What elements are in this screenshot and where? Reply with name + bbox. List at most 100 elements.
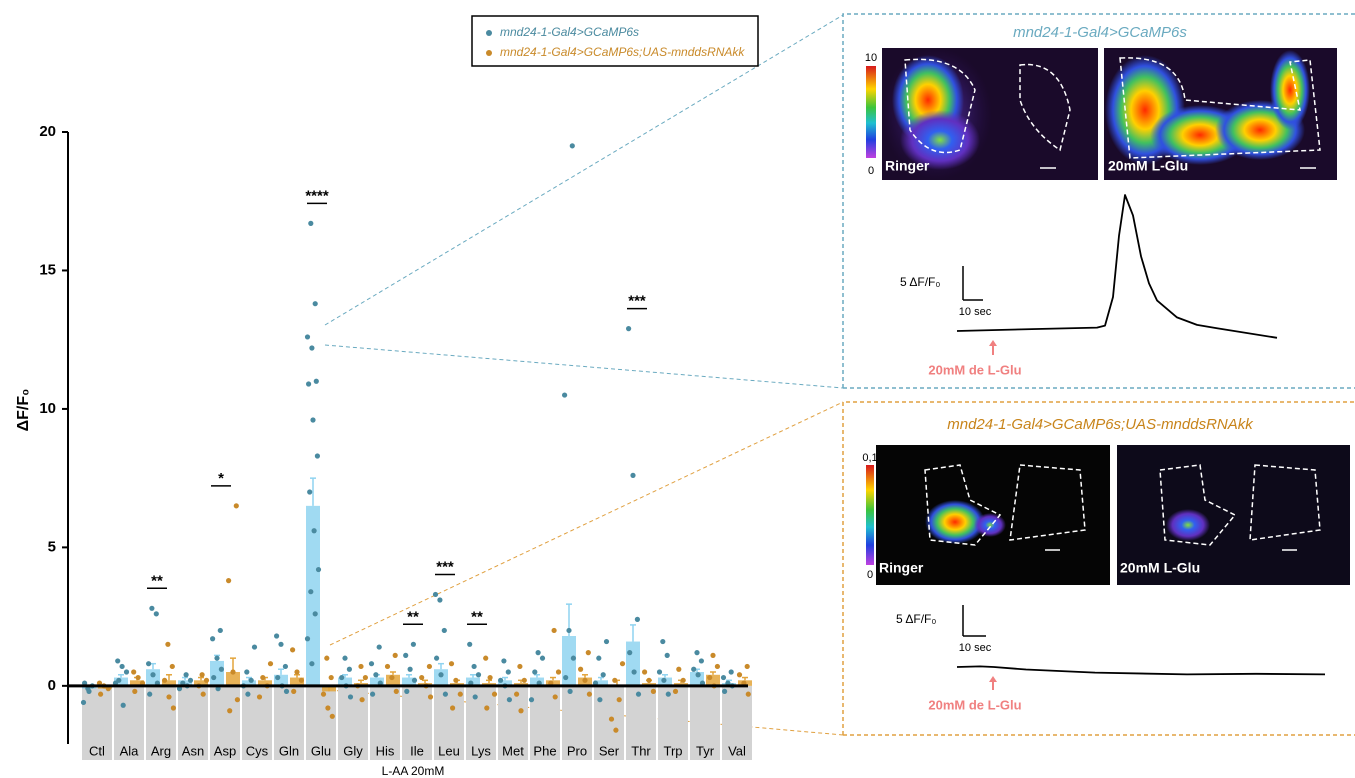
data-point [562,392,568,398]
data-point [505,669,511,675]
scale-x-label: 10 sec [959,306,992,318]
data-point [150,672,156,678]
significance-label: *** [436,558,454,575]
data-point [403,652,409,658]
images-top [866,48,1337,180]
data-point [566,627,572,634]
data-point [120,702,126,708]
data-point [218,666,224,672]
bar [242,680,256,686]
data-point [410,641,416,647]
data-point [306,381,312,387]
x-tick-label: Lys [471,743,491,758]
data-point [745,691,751,697]
x-axis-label: L-AA 20mM [382,764,445,778]
data-point [328,674,334,681]
bar [274,674,288,686]
data-point [359,697,365,703]
data-point [626,326,632,332]
data-point [680,677,686,683]
bar [130,680,144,686]
data-point [664,652,670,658]
data-point [86,688,92,694]
data-point [309,661,315,667]
category-band [690,685,720,760]
category-band [274,685,304,760]
data-point [660,638,666,645]
data-point [676,666,682,672]
data-point [514,691,520,697]
stimulus-arrowhead [989,676,997,682]
data-point [187,677,194,683]
data-point [267,661,274,667]
data-point [217,627,223,634]
data-point [248,677,254,683]
x-tick-label: Tyr [696,743,715,758]
x-tick-label: His [376,743,395,758]
category-band [306,685,336,760]
data-point [484,705,490,711]
data-point [149,605,155,611]
bar [338,677,352,686]
category-band [242,685,272,760]
data-point [211,674,217,681]
data-point [256,694,263,700]
data-point [310,417,316,423]
bar [226,672,240,686]
data-point [501,658,507,664]
data-point [448,661,455,667]
data-point [347,694,354,700]
data-point [646,677,652,683]
data-point [438,672,444,678]
data-point [552,694,558,700]
data-point [368,661,375,667]
data-point [282,663,288,670]
data-point [506,697,512,703]
data-point [691,666,697,672]
data-point [582,677,588,683]
data-point [442,691,448,697]
data-point [528,697,535,703]
panel-title: mnd24-1-Gal4>GCaMP6s;UAS-mnddsRNAkk [947,416,1254,433]
category-band [210,685,240,760]
data-point [569,143,575,149]
x-tick-label: Gly [343,743,363,758]
x-tick-label: Val [728,743,746,758]
x-tick-label: Ser [599,743,620,758]
data-point [392,652,398,658]
data-point [707,674,713,681]
x-tick-label: Gln [279,743,299,758]
data-point [233,503,239,509]
stimulus-label: 20mM de L-Glu [928,697,1021,712]
data-point [210,636,216,642]
legend-label: mnd24-1-Gal4>GCaMP6s;UAS-mnddsRNAkk [500,45,745,59]
data-point [307,489,313,495]
data-point [600,672,606,678]
colorbar-min: 0 [867,569,873,581]
data-point [714,663,721,670]
panel-title: mnd24-1-Gal4>GCaMP6s [1013,24,1187,41]
data-point [603,638,610,645]
category-band [466,685,496,760]
data-point [585,650,591,656]
data-point [586,691,593,697]
data-point [457,691,463,697]
data-point [521,677,527,683]
data-point [450,705,456,711]
data-point [203,677,210,683]
bar [402,677,416,686]
category-band [434,685,464,760]
category-band [498,685,528,760]
data-point [441,627,447,634]
data-point [304,334,311,340]
data-point [146,661,152,667]
bar [370,677,384,686]
significance-label: *** [628,293,646,310]
bar [626,641,640,686]
data-point [471,663,477,670]
data-point [535,650,541,656]
data-point [165,641,171,647]
data-point [153,611,159,617]
data-point [695,672,701,678]
data-point [309,345,315,351]
